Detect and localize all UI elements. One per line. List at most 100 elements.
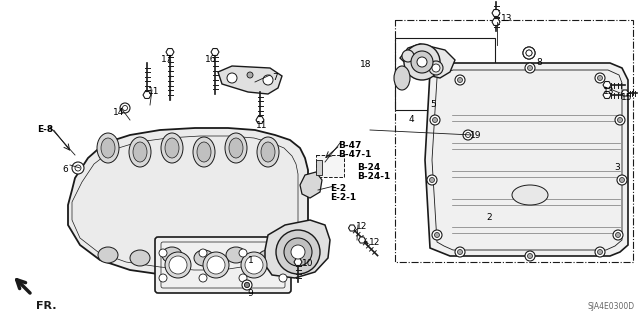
Text: 14: 14 [113, 108, 124, 117]
Ellipse shape [161, 133, 183, 163]
Circle shape [613, 230, 623, 240]
Circle shape [455, 75, 465, 85]
Ellipse shape [394, 66, 410, 90]
Text: 7: 7 [272, 73, 278, 82]
Ellipse shape [226, 247, 246, 263]
FancyBboxPatch shape [155, 237, 291, 293]
Ellipse shape [193, 137, 215, 167]
Text: 1: 1 [248, 256, 253, 265]
Circle shape [432, 230, 442, 240]
Circle shape [458, 249, 463, 255]
Text: 11: 11 [148, 87, 159, 96]
Polygon shape [143, 92, 151, 99]
Circle shape [159, 274, 167, 282]
Polygon shape [68, 128, 308, 278]
Circle shape [241, 252, 267, 278]
Circle shape [244, 283, 250, 287]
Text: 4: 4 [409, 115, 415, 124]
Circle shape [263, 75, 273, 85]
Circle shape [429, 61, 443, 75]
Text: 12: 12 [356, 222, 367, 231]
Circle shape [525, 251, 535, 261]
Text: B-24: B-24 [357, 163, 380, 172]
Circle shape [598, 76, 602, 80]
Ellipse shape [133, 142, 147, 162]
Circle shape [523, 47, 535, 59]
Text: 18: 18 [360, 60, 371, 69]
Text: 2: 2 [486, 213, 492, 222]
Circle shape [465, 132, 470, 137]
Circle shape [169, 256, 187, 274]
Circle shape [404, 44, 440, 80]
Polygon shape [603, 92, 611, 99]
Circle shape [417, 57, 427, 67]
Bar [316, 155, 344, 177]
Text: 19: 19 [470, 131, 481, 140]
Circle shape [239, 249, 247, 257]
Polygon shape [349, 225, 355, 231]
Circle shape [523, 47, 535, 59]
Text: SJA4E0300D: SJA4E0300D [588, 302, 635, 311]
Circle shape [455, 247, 465, 257]
Ellipse shape [229, 138, 243, 158]
Circle shape [279, 274, 287, 282]
Text: B-47: B-47 [338, 141, 362, 150]
Circle shape [430, 115, 440, 125]
Circle shape [245, 256, 263, 274]
Text: 17: 17 [161, 55, 173, 64]
Text: 6: 6 [62, 165, 68, 174]
Ellipse shape [97, 133, 119, 163]
Polygon shape [492, 19, 500, 26]
Ellipse shape [225, 133, 247, 163]
Ellipse shape [261, 142, 275, 162]
Text: B-47-1: B-47-1 [338, 150, 371, 159]
Circle shape [291, 245, 305, 259]
Text: 13: 13 [603, 87, 614, 96]
Circle shape [429, 177, 435, 182]
Text: 8: 8 [536, 58, 541, 67]
Text: 3: 3 [614, 163, 620, 172]
Circle shape [122, 106, 127, 110]
Ellipse shape [194, 250, 214, 266]
Circle shape [427, 175, 437, 185]
Circle shape [616, 233, 621, 238]
Ellipse shape [101, 138, 115, 158]
Circle shape [433, 117, 438, 122]
Text: E-2: E-2 [330, 184, 346, 193]
Text: 12: 12 [369, 238, 380, 247]
Polygon shape [316, 160, 322, 175]
Circle shape [526, 50, 532, 56]
Circle shape [526, 50, 532, 56]
Text: 13: 13 [501, 14, 513, 23]
Circle shape [159, 249, 167, 257]
Circle shape [247, 72, 253, 78]
Circle shape [463, 130, 473, 140]
Polygon shape [492, 10, 500, 17]
Ellipse shape [257, 137, 279, 167]
Circle shape [595, 73, 605, 83]
Text: E-2-1: E-2-1 [330, 193, 356, 202]
Polygon shape [211, 48, 219, 56]
Text: 5: 5 [430, 100, 436, 109]
Text: E-8: E-8 [37, 125, 53, 134]
Circle shape [244, 283, 250, 287]
Circle shape [435, 233, 440, 238]
Polygon shape [400, 44, 455, 78]
Text: B-24-1: B-24-1 [357, 172, 390, 181]
Circle shape [203, 252, 229, 278]
Polygon shape [166, 48, 174, 56]
Polygon shape [300, 172, 322, 198]
Circle shape [279, 249, 287, 257]
Circle shape [165, 252, 191, 278]
Ellipse shape [130, 250, 150, 266]
Text: 10: 10 [302, 259, 314, 268]
Ellipse shape [129, 137, 151, 167]
Circle shape [239, 274, 247, 282]
Polygon shape [218, 66, 282, 94]
Text: 11: 11 [256, 121, 268, 130]
Circle shape [199, 249, 207, 257]
Bar [395, 20, 633, 262]
Circle shape [276, 230, 320, 274]
Ellipse shape [258, 250, 278, 266]
Circle shape [615, 115, 625, 125]
